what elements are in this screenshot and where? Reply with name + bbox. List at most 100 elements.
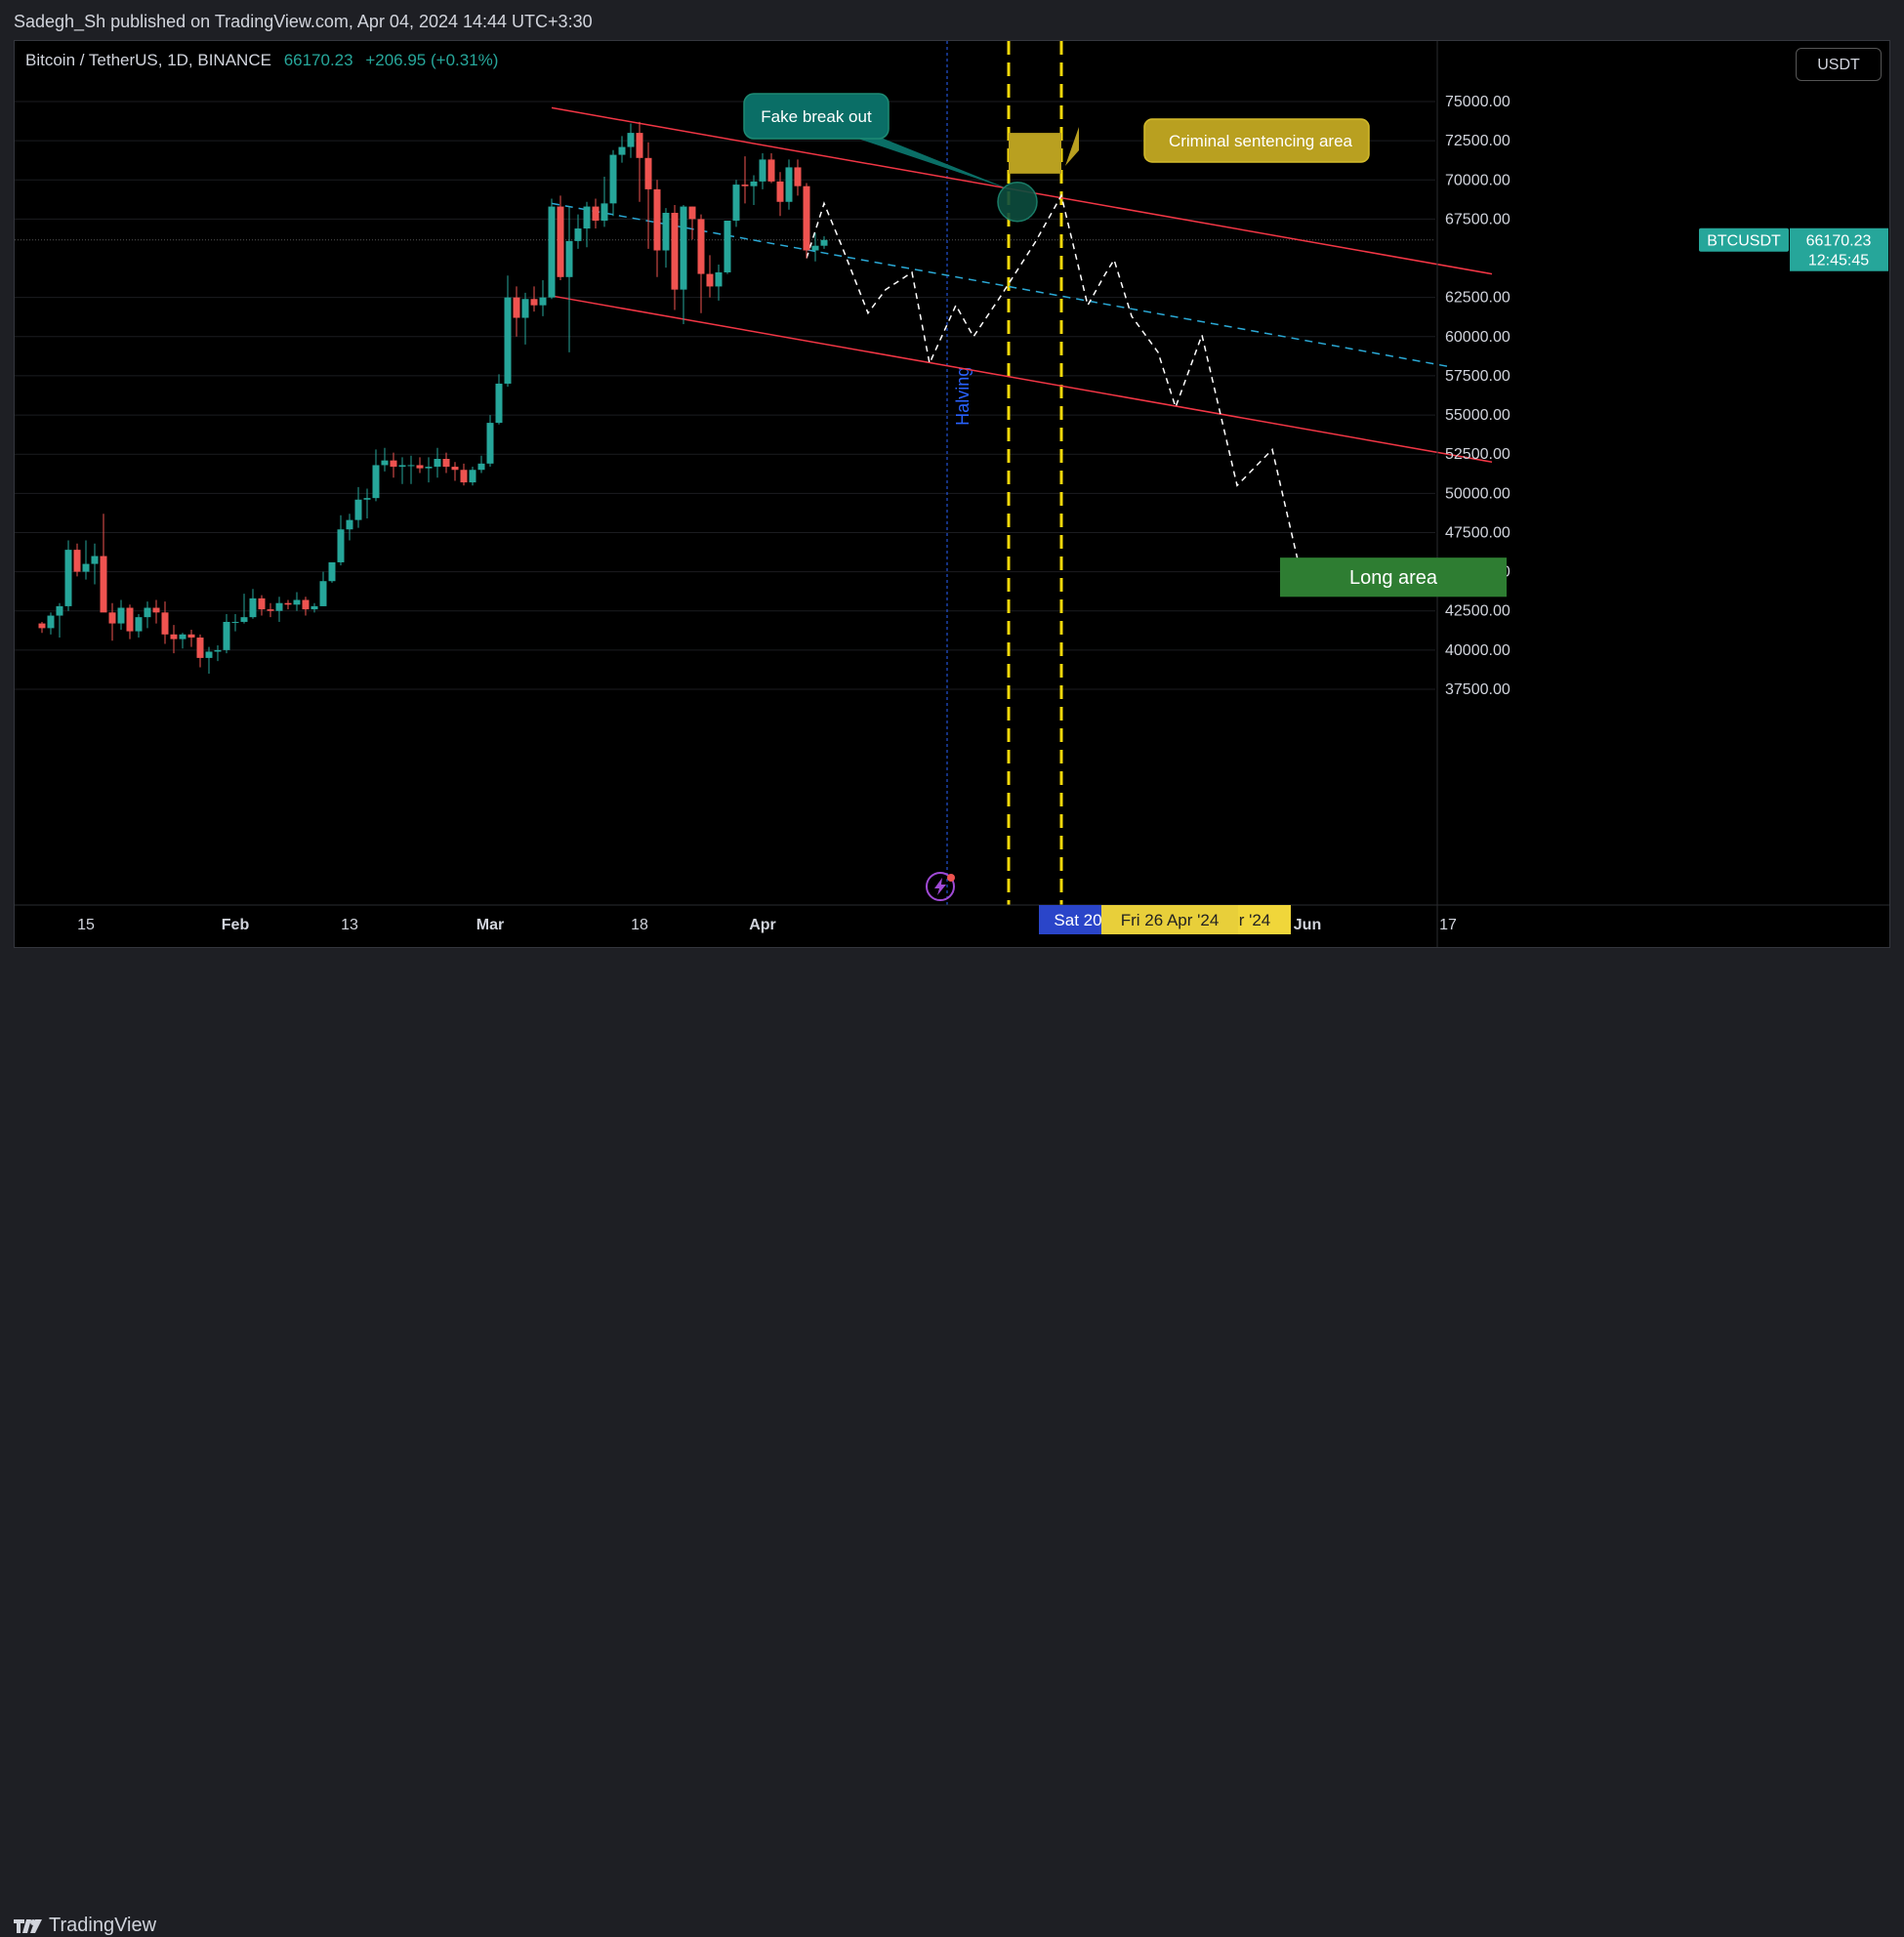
candle-body [38, 623, 46, 629]
candle-body [258, 598, 266, 610]
candle-body [390, 460, 397, 468]
price-tag-countdown: 12:45:45 [1808, 253, 1869, 269]
candle-body [486, 423, 494, 464]
candle-body [574, 228, 582, 241]
candle-body [372, 465, 380, 499]
y-tick-label: 42500.00 [1445, 603, 1511, 620]
candle-body [223, 621, 230, 650]
candle-body [785, 167, 793, 202]
grid [15, 101, 1435, 690]
halving-label: Halving [953, 367, 973, 426]
candle-body [820, 239, 828, 246]
candle-body [434, 459, 441, 468]
candle-body [354, 499, 362, 520]
candle-body [600, 203, 608, 222]
notification-dot [947, 874, 955, 882]
candle-body [750, 181, 758, 186]
candle-body [73, 550, 81, 572]
currency-button[interactable]: USDT [1796, 48, 1882, 81]
candle-body [565, 240, 573, 277]
candle-body [196, 638, 204, 658]
candle-body [460, 470, 468, 483]
candle-body [310, 605, 318, 610]
candle-body [741, 185, 749, 186]
candle-body [495, 383, 503, 424]
candle-body [425, 467, 433, 469]
x-tick-label: 13 [341, 917, 358, 933]
candle-body [47, 615, 55, 629]
y-tick-label: 50000.00 [1445, 485, 1511, 502]
lightning-bolt [934, 878, 946, 895]
criminal-pointer [1065, 127, 1079, 166]
candle-body [794, 167, 802, 186]
candle-body [811, 245, 819, 251]
fake-breakout-pointer [835, 131, 1012, 190]
y-tick-label: 60000.00 [1445, 329, 1511, 346]
candle-body [231, 621, 239, 623]
candle-body [337, 529, 345, 562]
y-tick-label: 47500.00 [1445, 524, 1511, 541]
tradingview-logo[interactable]: TradingView [14, 1915, 156, 1937]
symbol-tag-text: BTCUSDT [1707, 233, 1781, 250]
candle-body [91, 556, 99, 564]
x-tick-label: 18 [631, 917, 648, 933]
candle-body [152, 607, 160, 613]
candle-body [583, 206, 591, 229]
y-tick-label: 75000.00 [1445, 94, 1511, 110]
candle-body [803, 185, 810, 251]
x-tick-label: Jun [1294, 917, 1321, 933]
halving-date-text: Sat 20 [1054, 911, 1101, 929]
candle-body [407, 465, 415, 467]
price-tag-value: 66170.23 [1806, 233, 1872, 250]
long-area-text: Long area [1349, 567, 1438, 589]
price-chart[interactable]: Halving 75000.00 72500.00 70000.00 67500.00… [15, 41, 1889, 947]
candle-body [319, 581, 327, 606]
fake-breakout-marker [997, 181, 1038, 223]
y-tick-label: 70000.00 [1445, 172, 1511, 188]
candle-body [346, 519, 353, 530]
candle-body [469, 470, 476, 483]
symbol-price-tag [1699, 227, 1789, 252]
y-axis: 75000.00 72500.00 70000.00 67500.00 62500.00… [1436, 41, 1511, 947]
candle-body [187, 634, 195, 639]
criminal-text: Criminal sentencing area [1169, 132, 1353, 150]
end-date-text: r '24 [1239, 911, 1271, 929]
lightning-icon [926, 872, 955, 901]
candle-body [442, 459, 450, 468]
candle-body [267, 609, 274, 611]
candle-body [170, 634, 178, 639]
y-tick-label: 40000.00 [1445, 642, 1511, 659]
candle-body [548, 206, 556, 298]
footer: TradingView [0, 952, 1904, 1936]
x-tick-label: Apr [749, 917, 776, 933]
candle-body [275, 602, 283, 611]
focus-date-text: Fri 26 Apr '24 [1121, 911, 1220, 929]
y-tick-label: 37500.00 [1445, 681, 1511, 698]
candle-body [416, 465, 424, 469]
candle-body [240, 617, 248, 622]
candle-body [117, 607, 125, 624]
candle-body [636, 133, 643, 158]
x-tick-label: Feb [222, 917, 250, 933]
x-tick-label: Mar [476, 917, 504, 933]
symbol-name: Bitcoin / TetherUS, 1D, BINANCE [25, 51, 271, 69]
x-tick-label: 15 [77, 917, 95, 933]
candle-body [398, 465, 406, 468]
candle-body [451, 467, 459, 471]
candle-body [724, 221, 731, 272]
y-tick-label: 72500.00 [1445, 133, 1511, 149]
criminal-box [1143, 118, 1370, 163]
focus-date-marker [1101, 905, 1238, 934]
x-axis: 15Feb13Mar18Apr13Jun17 [15, 904, 1889, 933]
candle-body [477, 463, 485, 471]
y-tick-label: 67500.00 [1445, 211, 1511, 227]
candle-body [284, 602, 292, 605]
candle-body [64, 550, 72, 606]
candle-body [776, 181, 784, 202]
candle-body [697, 219, 705, 274]
price-change: +206.95 (+0.31%) [365, 51, 499, 69]
candle-body [688, 206, 696, 220]
y-tick-label: 57500.00 [1445, 368, 1511, 385]
candle-body [767, 159, 775, 182]
fake-breakout-box [743, 93, 890, 140]
